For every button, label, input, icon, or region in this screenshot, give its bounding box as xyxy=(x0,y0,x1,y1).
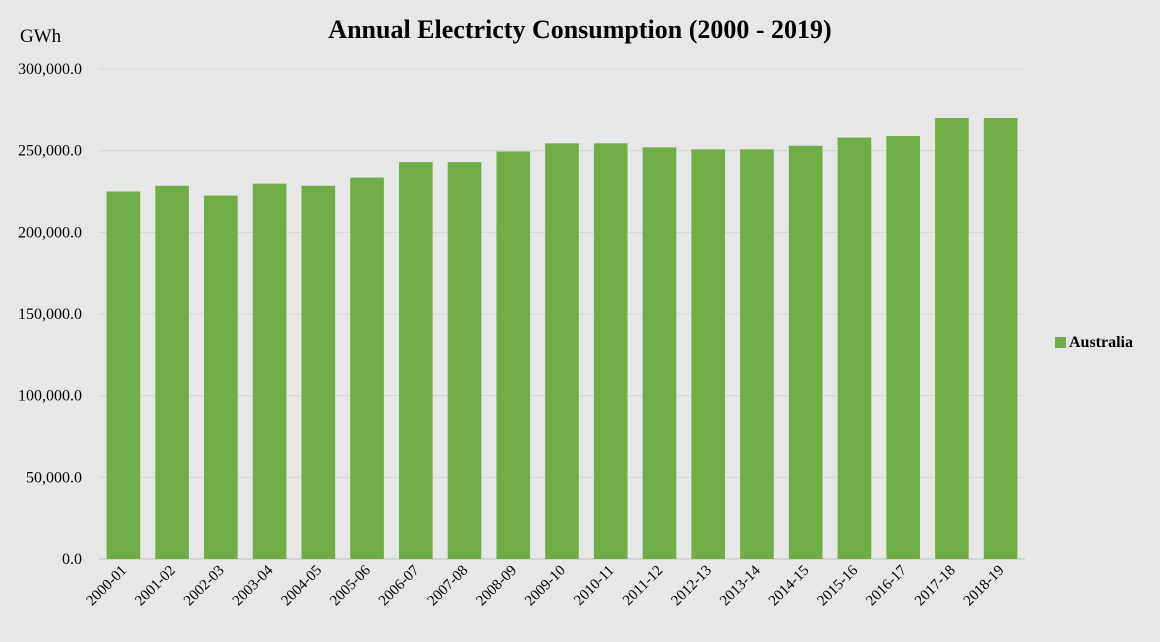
x-tick-label: 2013-14 xyxy=(717,562,764,609)
bar-2010-11 xyxy=(593,143,628,560)
x-tick-label: 2000-01 xyxy=(84,563,131,610)
x-tick-label: 2010-11 xyxy=(571,563,617,609)
y-tick-label: 50,000.0 xyxy=(26,469,82,486)
y-tick-label: 250,000.0 xyxy=(18,143,82,160)
legend-label-australia: Australia xyxy=(1069,334,1133,351)
y-axis-unit-label: GWh xyxy=(20,26,62,47)
x-tick-label: 2006-07 xyxy=(376,562,423,609)
y-axis-tick-labels: 0.0 50,000.0 100,000.0 150,000.0 200,000.0 25… xyxy=(18,61,82,568)
x-tick-label: 2002-03 xyxy=(181,563,228,610)
bar-2012-13 xyxy=(691,149,726,560)
x-tick-label: 2015-16 xyxy=(815,562,862,609)
bar-2015-16 xyxy=(837,137,872,559)
bar-2017-18 xyxy=(935,118,969,559)
x-axis-tick-labels: 2000-01 2001-02 2002-03 2003-04 2004-05 2005-… xyxy=(84,562,1008,609)
bar-2016-17 xyxy=(886,135,920,559)
legend: Australia xyxy=(1055,334,1133,351)
y-tick-label: 200,000.0 xyxy=(18,224,82,241)
x-tick-label: 2014-15 xyxy=(766,563,813,610)
bar-2013-14 xyxy=(740,149,774,560)
bar-2003-04 xyxy=(252,183,287,559)
bar-2002-03 xyxy=(204,195,238,560)
bar-2008-09 xyxy=(496,151,531,559)
x-tick-label: 2018-19 xyxy=(961,563,1008,610)
bar-2009-10 xyxy=(545,143,579,560)
x-tick-label: 2017-18 xyxy=(912,563,959,610)
bar-2001-02 xyxy=(155,185,189,560)
y-tick-label: 300,000.0 xyxy=(18,61,82,78)
bar-2000-01 xyxy=(106,191,141,559)
bar-2007-08 xyxy=(447,162,482,559)
chart-title: Annual Electricty Consumption (2000 - 20… xyxy=(328,15,831,44)
legend-swatch xyxy=(1055,337,1066,348)
x-tick-label: 2011-12 xyxy=(620,563,666,609)
bars xyxy=(106,118,1018,560)
bar-2014-15 xyxy=(788,145,823,559)
x-tick-label: 2003-04 xyxy=(230,562,277,609)
x-tick-label: 2005-06 xyxy=(327,562,374,609)
bar-2005-06 xyxy=(350,177,384,559)
y-tick-label: 150,000.0 xyxy=(18,306,82,323)
x-tick-label: 2009-10 xyxy=(522,563,569,610)
bar-2011-12 xyxy=(642,147,677,559)
x-tick-label: 2008-09 xyxy=(473,563,520,610)
x-tick-label: 2007-08 xyxy=(425,563,472,610)
bar-2018-19 xyxy=(983,118,1018,559)
y-tick-label: 0.0 xyxy=(62,551,82,568)
x-tick-label: 2001-02 xyxy=(132,563,179,610)
y-tick-label: 100,000.0 xyxy=(18,388,82,405)
bar-2006-07 xyxy=(398,162,433,559)
bar-2004-05 xyxy=(301,185,336,560)
x-tick-label: 2016-17 xyxy=(863,562,910,609)
x-tick-label: 2004-05 xyxy=(278,563,325,610)
x-tick-label: 2012-13 xyxy=(668,563,715,610)
